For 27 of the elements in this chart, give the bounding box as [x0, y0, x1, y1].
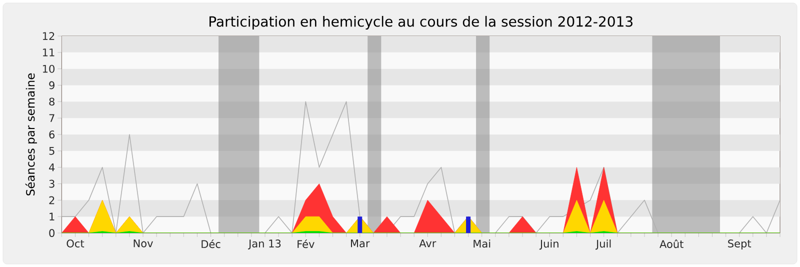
y-tick-label: 5 — [49, 147, 54, 155]
y-tick-label: 7 — [49, 114, 54, 122]
x-tick-label: Mar — [351, 240, 370, 248]
y-tick-label: 9 — [49, 81, 54, 90]
x-tick-label: Oct — [66, 240, 84, 248]
x-tick-label: Sept — [728, 240, 752, 250]
x-tick-label: Mai — [474, 240, 490, 248]
y-tick-label: 2 — [49, 196, 54, 204]
chart-title: Participation en hemicycle au cours de la session 2012-2013 — [210, 16, 632, 30]
x-tick-label: Jan 13 — [248, 240, 281, 250]
y-tick-label: 4 — [49, 164, 55, 172]
y-tick-label: 12 — [42, 32, 54, 40]
x-tick-label: Juil — [595, 240, 611, 250]
x-tick-label: Nov — [134, 240, 153, 248]
x-tick-label: Déc — [202, 240, 220, 248]
y-tick-label: 1 — [50, 212, 54, 220]
x-tick-label: Fév — [298, 240, 314, 248]
y-tick-label: 0 — [49, 229, 54, 237]
x-tick-label: Août — [660, 240, 684, 248]
x-tick-label: Avr — [419, 240, 436, 248]
y-tick-label: 8 — [49, 98, 54, 106]
y-tick-label: 10 — [42, 64, 54, 73]
y-axis-title: Séances par semaine — [25, 73, 37, 196]
x-tick-label: Juin — [539, 240, 558, 250]
y-tick-label: 3 — [49, 180, 54, 188]
y-tick-label: 11 — [42, 48, 54, 56]
y-tick-label: 6 — [49, 130, 55, 138]
